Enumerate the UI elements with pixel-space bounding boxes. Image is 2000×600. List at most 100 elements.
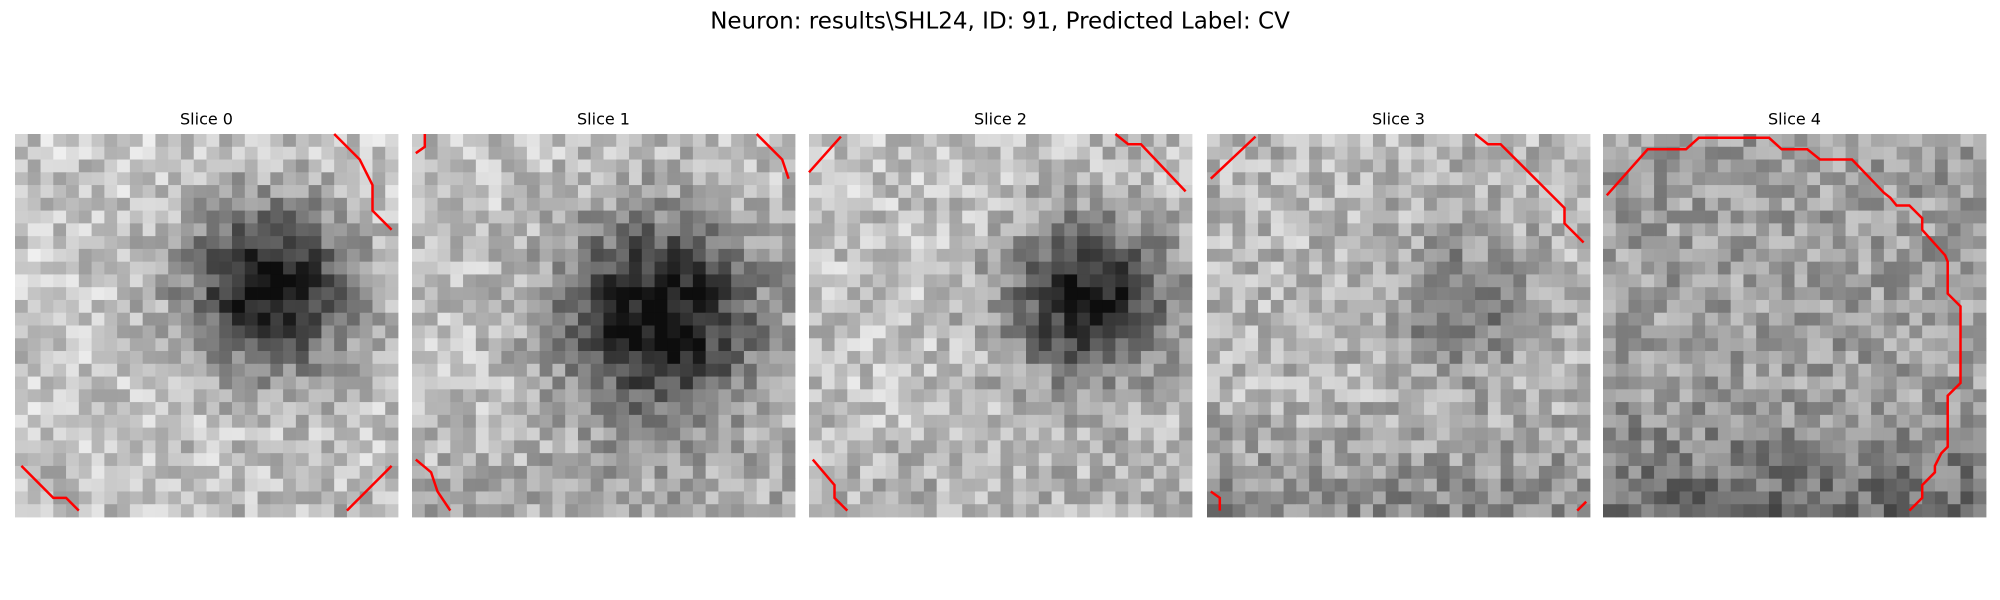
pixel — [155, 453, 169, 467]
pixel — [1743, 210, 1757, 224]
pixel — [1551, 134, 1565, 148]
pixel — [1615, 491, 1629, 505]
pixel — [692, 248, 707, 263]
pixel — [743, 453, 758, 467]
pixel — [936, 402, 950, 416]
pixel — [1513, 248, 1527, 263]
pixel — [168, 312, 182, 326]
pixel — [475, 478, 489, 492]
pixel — [117, 325, 131, 339]
pixel — [1896, 440, 1910, 454]
pixel — [1232, 248, 1246, 263]
pixel — [654, 427, 668, 441]
pixel — [40, 351, 54, 365]
pixel — [283, 351, 297, 365]
pixel — [860, 402, 874, 416]
pixel — [1283, 453, 1297, 467]
pixel — [1089, 427, 1104, 441]
pixel — [1628, 504, 1642, 518]
pixel — [1334, 427, 1348, 441]
pixel — [552, 210, 566, 224]
pixel — [616, 134, 630, 148]
pixel — [1692, 363, 1706, 377]
pixel — [244, 172, 258, 186]
pixel — [1179, 504, 1193, 518]
pixel — [1654, 287, 1668, 301]
pixel — [1756, 453, 1770, 467]
pixel — [206, 197, 220, 211]
pixel — [385, 185, 399, 199]
pixel — [949, 402, 963, 416]
pixel — [1666, 427, 1680, 441]
pixel — [1449, 236, 1463, 250]
pixel — [1577, 453, 1591, 467]
pixel — [629, 376, 643, 390]
pixel — [372, 274, 386, 288]
pixel — [66, 453, 80, 467]
pixel — [1858, 134, 1872, 148]
pixel — [1140, 427, 1155, 441]
pixel — [1973, 146, 1987, 160]
pixel — [769, 325, 783, 339]
pixel — [359, 172, 373, 186]
pixel — [1538, 389, 1553, 403]
pixel — [219, 248, 233, 263]
pixel — [629, 210, 643, 224]
pixel — [974, 440, 989, 454]
pixel — [1947, 363, 1961, 377]
pixel — [1411, 389, 1425, 403]
pixel — [193, 210, 207, 224]
pixel — [1973, 491, 1987, 505]
pixel — [1858, 427, 1872, 441]
pixel — [359, 197, 373, 211]
pixel — [1372, 389, 1387, 403]
pixel — [1462, 261, 1476, 275]
pixel — [705, 236, 719, 250]
pixel — [756, 414, 770, 429]
pixel — [1424, 299, 1438, 314]
pixel — [1858, 402, 1872, 416]
pixel — [308, 402, 322, 416]
pixel — [1794, 402, 1808, 416]
pixel — [1064, 389, 1078, 403]
pixel — [1487, 440, 1502, 454]
pixel — [1883, 414, 1898, 429]
pixel — [987, 134, 1001, 148]
pixel — [1883, 248, 1898, 263]
pixel — [1064, 465, 1078, 480]
pixel — [1360, 389, 1374, 403]
pixel — [590, 248, 604, 263]
pixel — [412, 402, 426, 416]
pixel — [1115, 185, 1129, 199]
pixel — [629, 236, 643, 250]
pixel — [193, 223, 207, 237]
pixel — [206, 261, 220, 275]
pixel — [1845, 389, 1859, 403]
pixel — [1115, 172, 1129, 186]
pixel — [1551, 223, 1565, 237]
pixel — [936, 491, 950, 505]
pixel — [78, 478, 92, 492]
pixel — [782, 312, 796, 326]
pixel — [15, 197, 29, 211]
pixel — [1128, 491, 1142, 505]
pixel — [705, 287, 719, 301]
pixel — [629, 414, 643, 429]
pixel — [923, 338, 938, 352]
pixel — [1807, 248, 1821, 263]
pixel — [1883, 504, 1898, 518]
pixel — [1730, 351, 1744, 365]
pixel — [821, 274, 835, 288]
pixel — [1219, 402, 1233, 416]
pixel — [193, 389, 207, 403]
pixel — [756, 427, 770, 441]
pixel — [1449, 159, 1463, 173]
pixel — [1013, 389, 1027, 403]
pixel — [1411, 351, 1425, 365]
pixel — [1436, 159, 1450, 173]
pixel — [1232, 312, 1246, 326]
pixel — [1026, 146, 1040, 160]
pixel — [91, 146, 105, 160]
pixel — [463, 236, 477, 250]
pixel — [1679, 210, 1693, 224]
